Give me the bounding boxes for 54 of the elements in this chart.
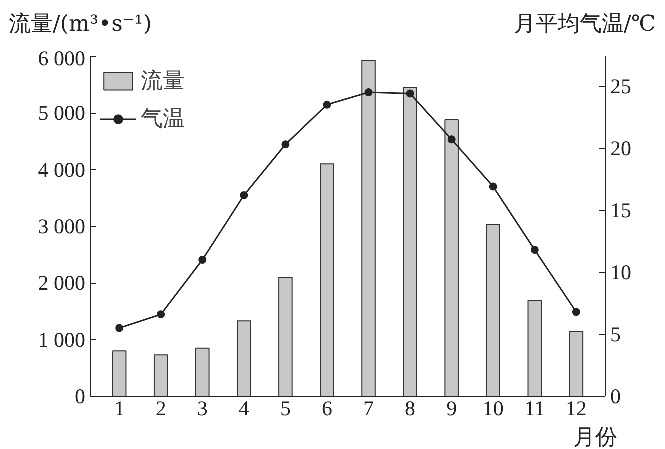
x-tick-label: 5 xyxy=(280,396,291,420)
x-tick-label: 4 xyxy=(238,396,250,420)
x-tick-label: 10 xyxy=(482,396,504,420)
bar xyxy=(486,224,501,396)
y-tick-label: 2 000 xyxy=(38,271,86,296)
x-tick-label: 8 xyxy=(405,396,416,420)
y2-tick-label: 10 xyxy=(610,260,632,284)
bar xyxy=(278,277,293,396)
x-tick-label: 9 xyxy=(446,396,458,420)
y-tick-label: 4 000 xyxy=(38,158,86,182)
point xyxy=(448,136,456,144)
point xyxy=(530,246,539,254)
x-tick-label: 7 xyxy=(364,396,374,420)
x-tick-label: 11 xyxy=(524,396,546,420)
y-tick-label: 3 000 xyxy=(38,214,86,238)
point xyxy=(489,182,498,191)
point xyxy=(198,256,207,264)
y-tick-label: 6 000 xyxy=(38,46,86,70)
bar xyxy=(362,60,376,396)
legend-label: 气温 xyxy=(141,106,185,134)
y-tick-label: 0 xyxy=(75,384,86,408)
point xyxy=(157,310,166,319)
y-axis-title: 流量/(m³•s⁻¹) xyxy=(9,11,152,39)
y2-tick-label: 5 xyxy=(610,322,621,346)
y-tick-label: 1 000 xyxy=(38,328,86,352)
point xyxy=(572,308,580,316)
point xyxy=(240,191,248,200)
x-tick-label: 12 xyxy=(566,396,587,420)
y2-tick-label: 15 xyxy=(610,198,632,222)
y2-tick-label: 20 xyxy=(610,136,632,160)
x-axis-title: 月份 xyxy=(574,426,618,449)
bar xyxy=(403,87,418,396)
bar xyxy=(112,350,127,396)
y-tick-label: 5 000 xyxy=(38,101,86,126)
y2-tick-label: 0 xyxy=(610,384,621,408)
bar xyxy=(237,320,252,396)
x-tick-label: 1 xyxy=(114,396,125,420)
point xyxy=(323,100,332,109)
point xyxy=(282,140,290,149)
bar xyxy=(444,119,459,396)
y2-tick-label: 25 xyxy=(610,74,632,98)
point xyxy=(116,324,124,332)
x-tick-label: 3 xyxy=(197,396,208,420)
bar xyxy=(195,348,210,396)
legend-label: 流量 xyxy=(141,68,185,96)
x-tick-label: 6 xyxy=(322,396,332,420)
x-tick-label: 2 xyxy=(156,396,166,420)
point xyxy=(406,90,414,98)
point xyxy=(364,88,373,96)
bar xyxy=(320,164,334,396)
bar xyxy=(154,354,168,396)
bar xyxy=(569,331,584,396)
y2-axis-title: 月平均气温/℃ xyxy=(514,11,656,39)
bar xyxy=(528,300,542,396)
